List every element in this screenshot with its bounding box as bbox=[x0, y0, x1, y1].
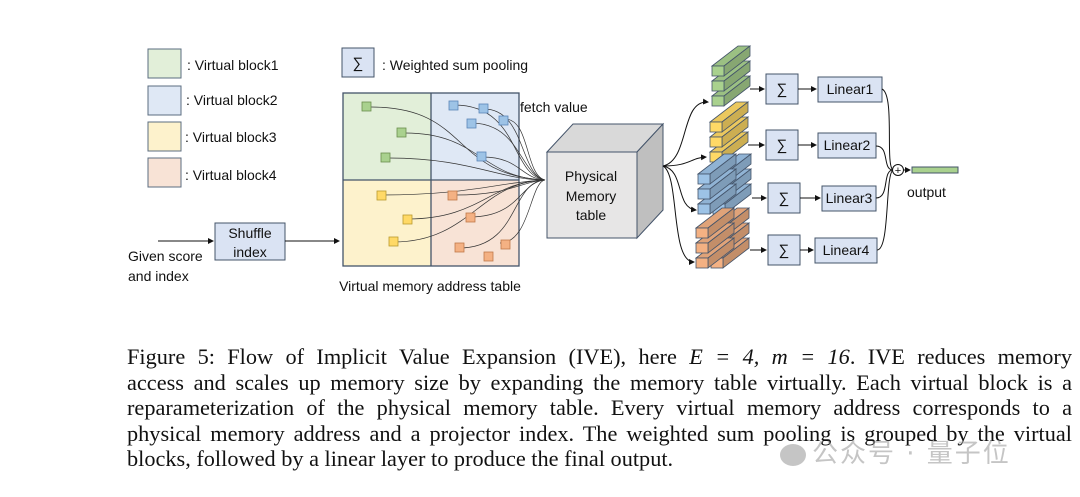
caption-line-5: blocks, followed by a linear layer to pr… bbox=[127, 446, 674, 472]
branch-2: ∑ Linear2 bbox=[748, 129, 877, 161]
bar-front bbox=[711, 95, 725, 107]
linear-label-4: Linear4 bbox=[823, 242, 870, 258]
pooling-box-2 bbox=[765, 129, 799, 161]
caption-line1-prefix: Figure 5: Flow of Implicit Value Expansi… bbox=[127, 344, 690, 369]
branch-1: ∑ Linear1 bbox=[750, 73, 883, 105]
input-label-line2: and index bbox=[128, 268, 189, 284]
sigma-icon: ∑ bbox=[779, 242, 790, 259]
sum-node bbox=[892, 164, 904, 176]
pooling-box-4 bbox=[767, 234, 801, 266]
physical-label-line2: Memory bbox=[566, 188, 617, 204]
linear-label-1: Linear1 bbox=[827, 81, 874, 97]
value-stack-yellow bbox=[708, 101, 750, 163]
physical-memory-cube: Physical Memory table bbox=[545, 122, 665, 240]
sigma-icon: ∑ bbox=[777, 137, 788, 154]
sigma-icon: ∑ bbox=[353, 55, 364, 72]
figure-caption: Figure 5: Flow of Implicit Value Expansi… bbox=[127, 344, 1072, 472]
bar-front bbox=[695, 257, 709, 269]
legend-label-block1: : Virtual block1 bbox=[187, 57, 279, 73]
output-vector bbox=[911, 166, 959, 174]
bar-front bbox=[711, 65, 725, 77]
shuffle-label-line2: index bbox=[233, 244, 266, 260]
plus-icon: + bbox=[895, 165, 901, 177]
watermark-text: 公众号 · 量子位 bbox=[812, 439, 1011, 469]
bar-front bbox=[697, 173, 711, 185]
sigma-icon: ∑ bbox=[779, 190, 790, 207]
linear-label-2: Linear2 bbox=[824, 137, 871, 153]
pooling-box-1 bbox=[765, 73, 799, 105]
bar-front bbox=[709, 136, 723, 148]
caption-line-3: reparameterization of the physical memor… bbox=[127, 395, 1072, 421]
caption-line-1: Figure 5: Flow of Implicit Value Expansi… bbox=[127, 344, 1072, 370]
value-stack-orange bbox=[694, 207, 751, 269]
pooling-box-3 bbox=[767, 182, 801, 214]
legend: : Virtual block1 : Virtual block2 : Virt… bbox=[147, 47, 528, 188]
input-label-line1: Given score bbox=[128, 248, 203, 264]
physical-label-line3: table bbox=[576, 207, 607, 223]
physical-label-line1: Physical bbox=[565, 168, 617, 184]
ive-diagram: : Virtual block1 : Virtual block2 : Virt… bbox=[128, 45, 959, 294]
linear-label-3: Linear3 bbox=[826, 190, 873, 206]
bar-front bbox=[695, 242, 709, 254]
caption-math: E = 4, m = 16 bbox=[689, 344, 850, 369]
bar-front bbox=[695, 227, 709, 239]
sigma-icon: ∑ bbox=[777, 81, 788, 98]
address-table-label: Virtual memory address table bbox=[339, 278, 521, 294]
branch-4: ∑ Linear4 bbox=[750, 234, 878, 266]
linear-box-2 bbox=[817, 132, 877, 159]
branch-3: ∑ Linear3 bbox=[752, 182, 877, 214]
shuffle-label-line1: Shuffle bbox=[228, 225, 272, 241]
legend-label-block3: : Virtual block3 bbox=[185, 129, 277, 145]
legend-swatch-block3 bbox=[147, 121, 182, 152]
legend-label-block2: : Virtual block2 bbox=[186, 92, 278, 108]
legend-swatch-block4 bbox=[147, 157, 182, 188]
bar-front bbox=[697, 203, 711, 215]
legend-swatch-block2 bbox=[147, 85, 182, 116]
legend-label-sigma: : Weighted sum pooling bbox=[382, 57, 528, 73]
watermark: 公众号 · 量子位 bbox=[780, 433, 1011, 470]
virtual-memory-address-table bbox=[342, 92, 546, 267]
caption-line-4: physical memory address and a projector … bbox=[127, 420, 1072, 446]
fetch-value-label: fetch value bbox=[520, 99, 588, 115]
legend-label-block4: : Virtual block4 bbox=[185, 167, 277, 183]
caption-line-2: access and scales up memory size by expa… bbox=[127, 369, 1072, 395]
pooling-branches: ∑ Linear1 ∑ Linear2 ∑ Linear3 ∑ Linear4 bbox=[748, 73, 883, 266]
value-stacks bbox=[694, 45, 753, 269]
legend-sigma-box bbox=[341, 47, 375, 78]
bar-front bbox=[711, 80, 725, 92]
bar-front bbox=[709, 121, 723, 133]
legend-swatch-block1 bbox=[147, 48, 182, 79]
wechat-icon bbox=[780, 443, 806, 466]
output-label: output bbox=[907, 184, 946, 200]
bar-front bbox=[697, 188, 711, 200]
value-stack-green bbox=[710, 45, 752, 107]
linear-box-4 bbox=[814, 237, 878, 264]
value-stack-blue bbox=[696, 153, 753, 215]
caption-line1-suffix: . IVE reduces memory bbox=[849, 344, 1072, 369]
